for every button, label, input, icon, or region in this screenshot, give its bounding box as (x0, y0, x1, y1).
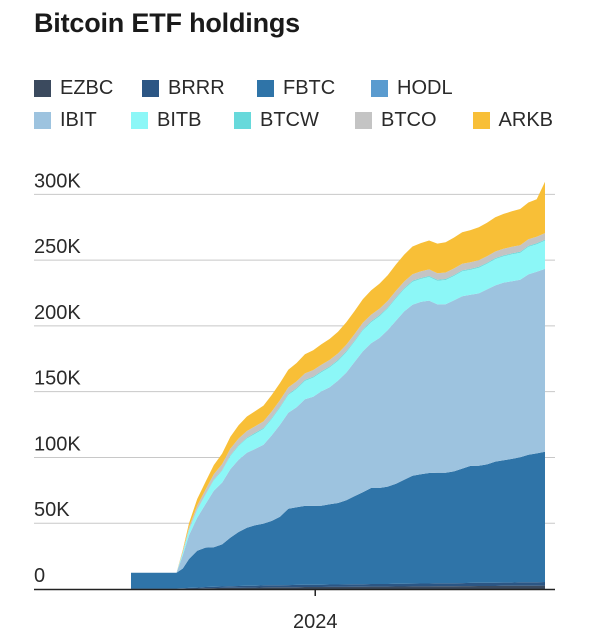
legend-swatch-btcw (234, 111, 251, 129)
legend-swatch-btco (355, 111, 372, 129)
legend-item-arkb: ARKB (473, 109, 553, 132)
area-layer (131, 181, 545, 589)
area-bitb (131, 240, 545, 573)
legend-swatch-brrr (142, 79, 159, 97)
y-tick-label-4: 200K (34, 302, 81, 324)
legend-swatch-fbtc (257, 79, 274, 97)
legend-swatch-hodl (371, 79, 388, 97)
legend-item-btco: BTCO (355, 109, 473, 132)
area-fbtc (131, 451, 545, 589)
legend-item-bitb: BITB (131, 109, 234, 132)
legend-swatch-bitb (131, 111, 148, 129)
legend-row-2: IBIT BITB BTCW BTCO ARKB (34, 104, 574, 136)
legend-label-arkb: ARKB (498, 108, 553, 131)
legend-label-hodl: HODL (397, 76, 453, 99)
legend-label-ezbc: EZBC (60, 76, 114, 99)
x-tick-label-0: 2024 (293, 611, 338, 633)
legend-item-ezbc: EZBC (34, 77, 142, 100)
y-tick-label-0: 0 (34, 565, 45, 587)
legend-item-hodl: HODL (371, 77, 491, 100)
legend-label-btcw: BTCW (260, 108, 319, 131)
legend-label-fbtc: FBTC (283, 76, 336, 99)
chart-title: Bitcoin ETF holdings (34, 8, 300, 38)
legend-swatch-ibit (34, 111, 51, 129)
legend-label-brrr: BRRR (168, 76, 225, 99)
y-tick-label-2: 100K (34, 433, 81, 455)
y-tick-label-1: 50K (34, 499, 70, 521)
area-arkb (131, 181, 545, 573)
area-ezbc (131, 585, 545, 589)
legend-swatch-ezbc (34, 79, 51, 97)
axis-layer: 2024 (34, 588, 555, 633)
legend-item-btcw: BTCW (234, 109, 355, 132)
area-brrr (131, 582, 545, 589)
legend-item-fbtc: FBTC (257, 77, 371, 100)
legend-label-btco: BTCO (381, 108, 437, 131)
legend-item-ibit: IBIT (34, 109, 131, 132)
legend: EZBC BRRR FBTC HODL IBIT BITB BTCW (34, 72, 574, 136)
legend-row-1: EZBC BRRR FBTC HODL (34, 72, 574, 104)
y-tick-label-3: 150K (34, 368, 81, 390)
y-tick-label-5: 250K (34, 236, 81, 258)
legend-item-brrr: BRRR (142, 77, 257, 100)
legend-label-ibit: IBIT (60, 108, 97, 131)
legend-label-bitb: BITB (157, 108, 202, 131)
legend-swatch-arkb (473, 111, 490, 129)
y-tick-label-6: 300K (34, 170, 81, 192)
area-ibit (131, 268, 545, 573)
